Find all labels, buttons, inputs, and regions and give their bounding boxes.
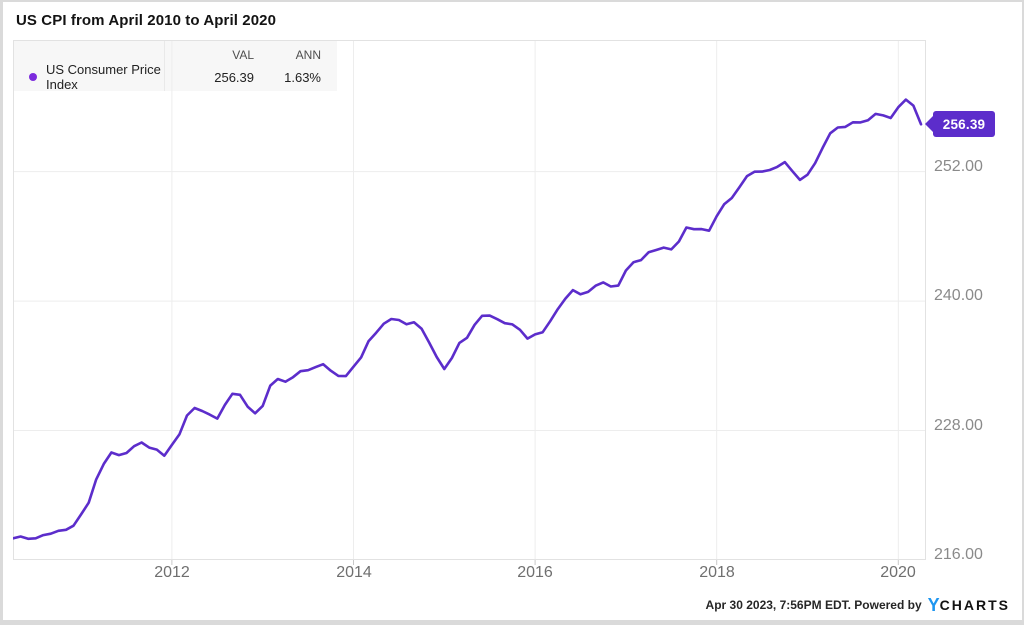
ycharts-logo[interactable]: Y CHARTS [928, 596, 1010, 614]
series-ann: 1.63% [284, 69, 321, 85]
ycharts-logo-charts: CHARTS [939, 597, 1010, 613]
cpi-line-chart[interactable] [11, 40, 926, 566]
legend-series-row[interactable]: US Consumer Price Index [14, 62, 164, 92]
series-color-dot [29, 73, 37, 81]
y-axis-label: 252.00 [934, 158, 983, 175]
y-axis-label: 216.00 [934, 546, 983, 563]
ycharts-logo-y: Y [927, 595, 940, 615]
series-val: 256.39 [164, 63, 254, 91]
legend: VAL ANN US Consumer Price Index 256.39 1… [14, 41, 337, 92]
legend-col-ann: ANN [295, 48, 321, 62]
x-axis-label: 2018 [699, 564, 735, 581]
x-axis-label: 2012 [154, 564, 190, 581]
y-axis-label: 228.00 [934, 417, 983, 434]
x-axis-label: 2016 [517, 564, 553, 581]
chart-plot-area[interactable] [11, 40, 926, 566]
badge-value: 256.39 [942, 116, 986, 132]
legend-col-val: VAL [164, 41, 254, 63]
chart-title: US CPI from April 2010 to April 2020 [16, 12, 277, 29]
x-axis-label: 2020 [880, 564, 916, 581]
timestamp: Apr 30 2023, 7:56PM EDT. Powered by [705, 598, 922, 612]
y-axis-label: 240.00 [934, 287, 983, 304]
x-axis-label: 2014 [336, 564, 372, 581]
last-value-badge: 256.39 [933, 111, 995, 137]
footer: Apr 30 2023, 7:56PM EDT. Powered by Y CH… [706, 594, 1010, 616]
series-name: US Consumer Price Index [46, 62, 161, 92]
